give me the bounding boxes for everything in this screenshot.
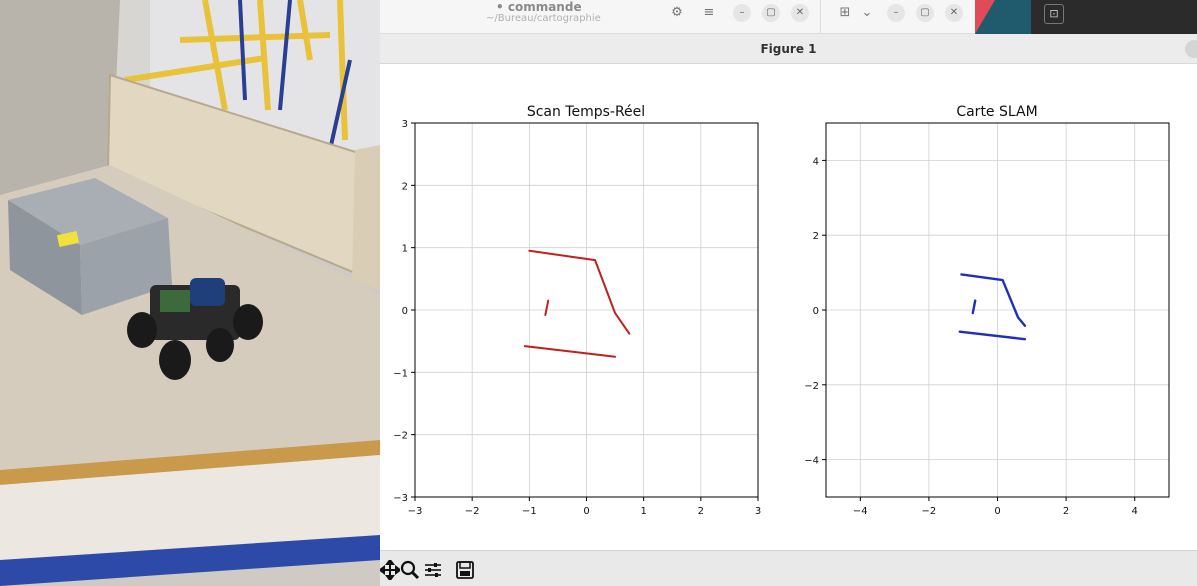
scan-point-segment (523, 345, 617, 358)
camera-photo (0, 0, 380, 586)
slam-plot-title: Carte SLAM (956, 104, 1037, 120)
slam-point-segment (958, 330, 1027, 341)
slam-point-segment (960, 273, 1027, 327)
wallpaper-accent (975, 0, 995, 34)
scan-xtick-label: 3 (755, 506, 761, 517)
slam-ytick-label: 2 (813, 231, 819, 242)
minimize-button[interactable]: – (733, 4, 751, 22)
scan-ytick-label: −3 (393, 493, 408, 504)
scan-ytick-label: 2 (402, 181, 408, 192)
figure-minimize-button[interactable] (1185, 40, 1197, 58)
slam-xtick-label: 2 (1063, 506, 1069, 517)
close-button[interactable]: ✕ (791, 4, 809, 22)
figure-canvas[interactable]: Scan Temps-Réel −3 −2 −1 0 1 2 3 −3 −2 −1 0 1 2 3 Car… (380, 64, 1197, 550)
settings-gear-icon[interactable]: ⚙ (671, 5, 683, 20)
scan-ytick-label: 0 (402, 306, 408, 317)
scan-point-segment (544, 299, 550, 316)
pan-icon[interactable] (380, 560, 400, 580)
scan-ytick-label: −2 (393, 431, 408, 442)
figure-plot-svg: Scan Temps-Réel −3 −2 −1 0 1 2 3 −3 −2 −1 0 1 2 3 Car… (393, 104, 1170, 517)
minimize-button-2[interactable]: – (887, 4, 905, 22)
dark-window-strip (1031, 0, 1197, 34)
slam-ytick-label: 0 (813, 306, 819, 317)
chevron-down-icon[interactable]: ⌄ (861, 5, 873, 20)
scan-xtick-label: −3 (408, 506, 423, 517)
terminal-new-tab-icon[interactable]: ⊡ (1044, 4, 1064, 24)
scan-xtick-label: −2 (465, 506, 480, 517)
scan-ytick-label: −1 (393, 368, 408, 379)
figure-title: Figure 1 (760, 42, 817, 56)
hamburger-menu-icon[interactable]: ≡ (703, 5, 715, 20)
scan-plot-title: Scan Temps-Réel (527, 104, 645, 120)
window-top-bar: • commande ~/Bureau/cartographie ⚙ ≡ – ▢… (380, 0, 1197, 34)
close-button-2[interactable]: ✕ (945, 4, 963, 22)
scan-point-segment (528, 249, 631, 335)
maximize-button[interactable]: ▢ (762, 4, 780, 22)
grid-icon[interactable]: ⊞ (839, 5, 851, 20)
scan-ytick-label: 3 (402, 119, 408, 130)
scan-xtick-label: −1 (522, 506, 537, 517)
slam-xtick-label: −2 (922, 506, 937, 517)
slam-xtick-label: 4 (1132, 506, 1138, 517)
scan-axes-frame (414, 122, 759, 498)
configure-subplots-icon[interactable] (423, 560, 443, 580)
slam-xtick-label: 0 (994, 506, 1000, 517)
maximize-button-2[interactable]: ▢ (916, 4, 934, 22)
window-separator (820, 0, 821, 34)
app-title: • commande (496, 0, 582, 14)
scan-xtick-label: 2 (698, 506, 704, 517)
scan-xtick-label: 1 (640, 506, 646, 517)
zoom-icon[interactable] (400, 560, 420, 580)
save-icon[interactable] (455, 560, 475, 580)
slam-ytick-label: 4 (813, 156, 819, 167)
scan-ytick-label: 1 (402, 244, 408, 255)
slam-ytick-label: −2 (804, 381, 819, 392)
slam-ytick-label: −4 (804, 456, 819, 467)
slam-axes: Carte SLAM −4 −2 0 2 4 −4 −2 0 2 4 (804, 104, 1170, 517)
scan-axes: Scan Temps-Réel −3 −2 −1 0 1 2 3 −3 −2 −1 0 1 2 3 (393, 104, 761, 517)
slam-point-segment (971, 299, 977, 315)
app-path: ~/Bureau/cartographie (486, 13, 601, 24)
figure-title-bar: Figure 1 (380, 34, 1197, 64)
slam-axes-frame (825, 122, 1170, 498)
matplotlib-toolbar (380, 550, 1197, 586)
slam-xtick-label: −4 (853, 506, 868, 517)
scan-xtick-label: 0 (583, 506, 589, 517)
